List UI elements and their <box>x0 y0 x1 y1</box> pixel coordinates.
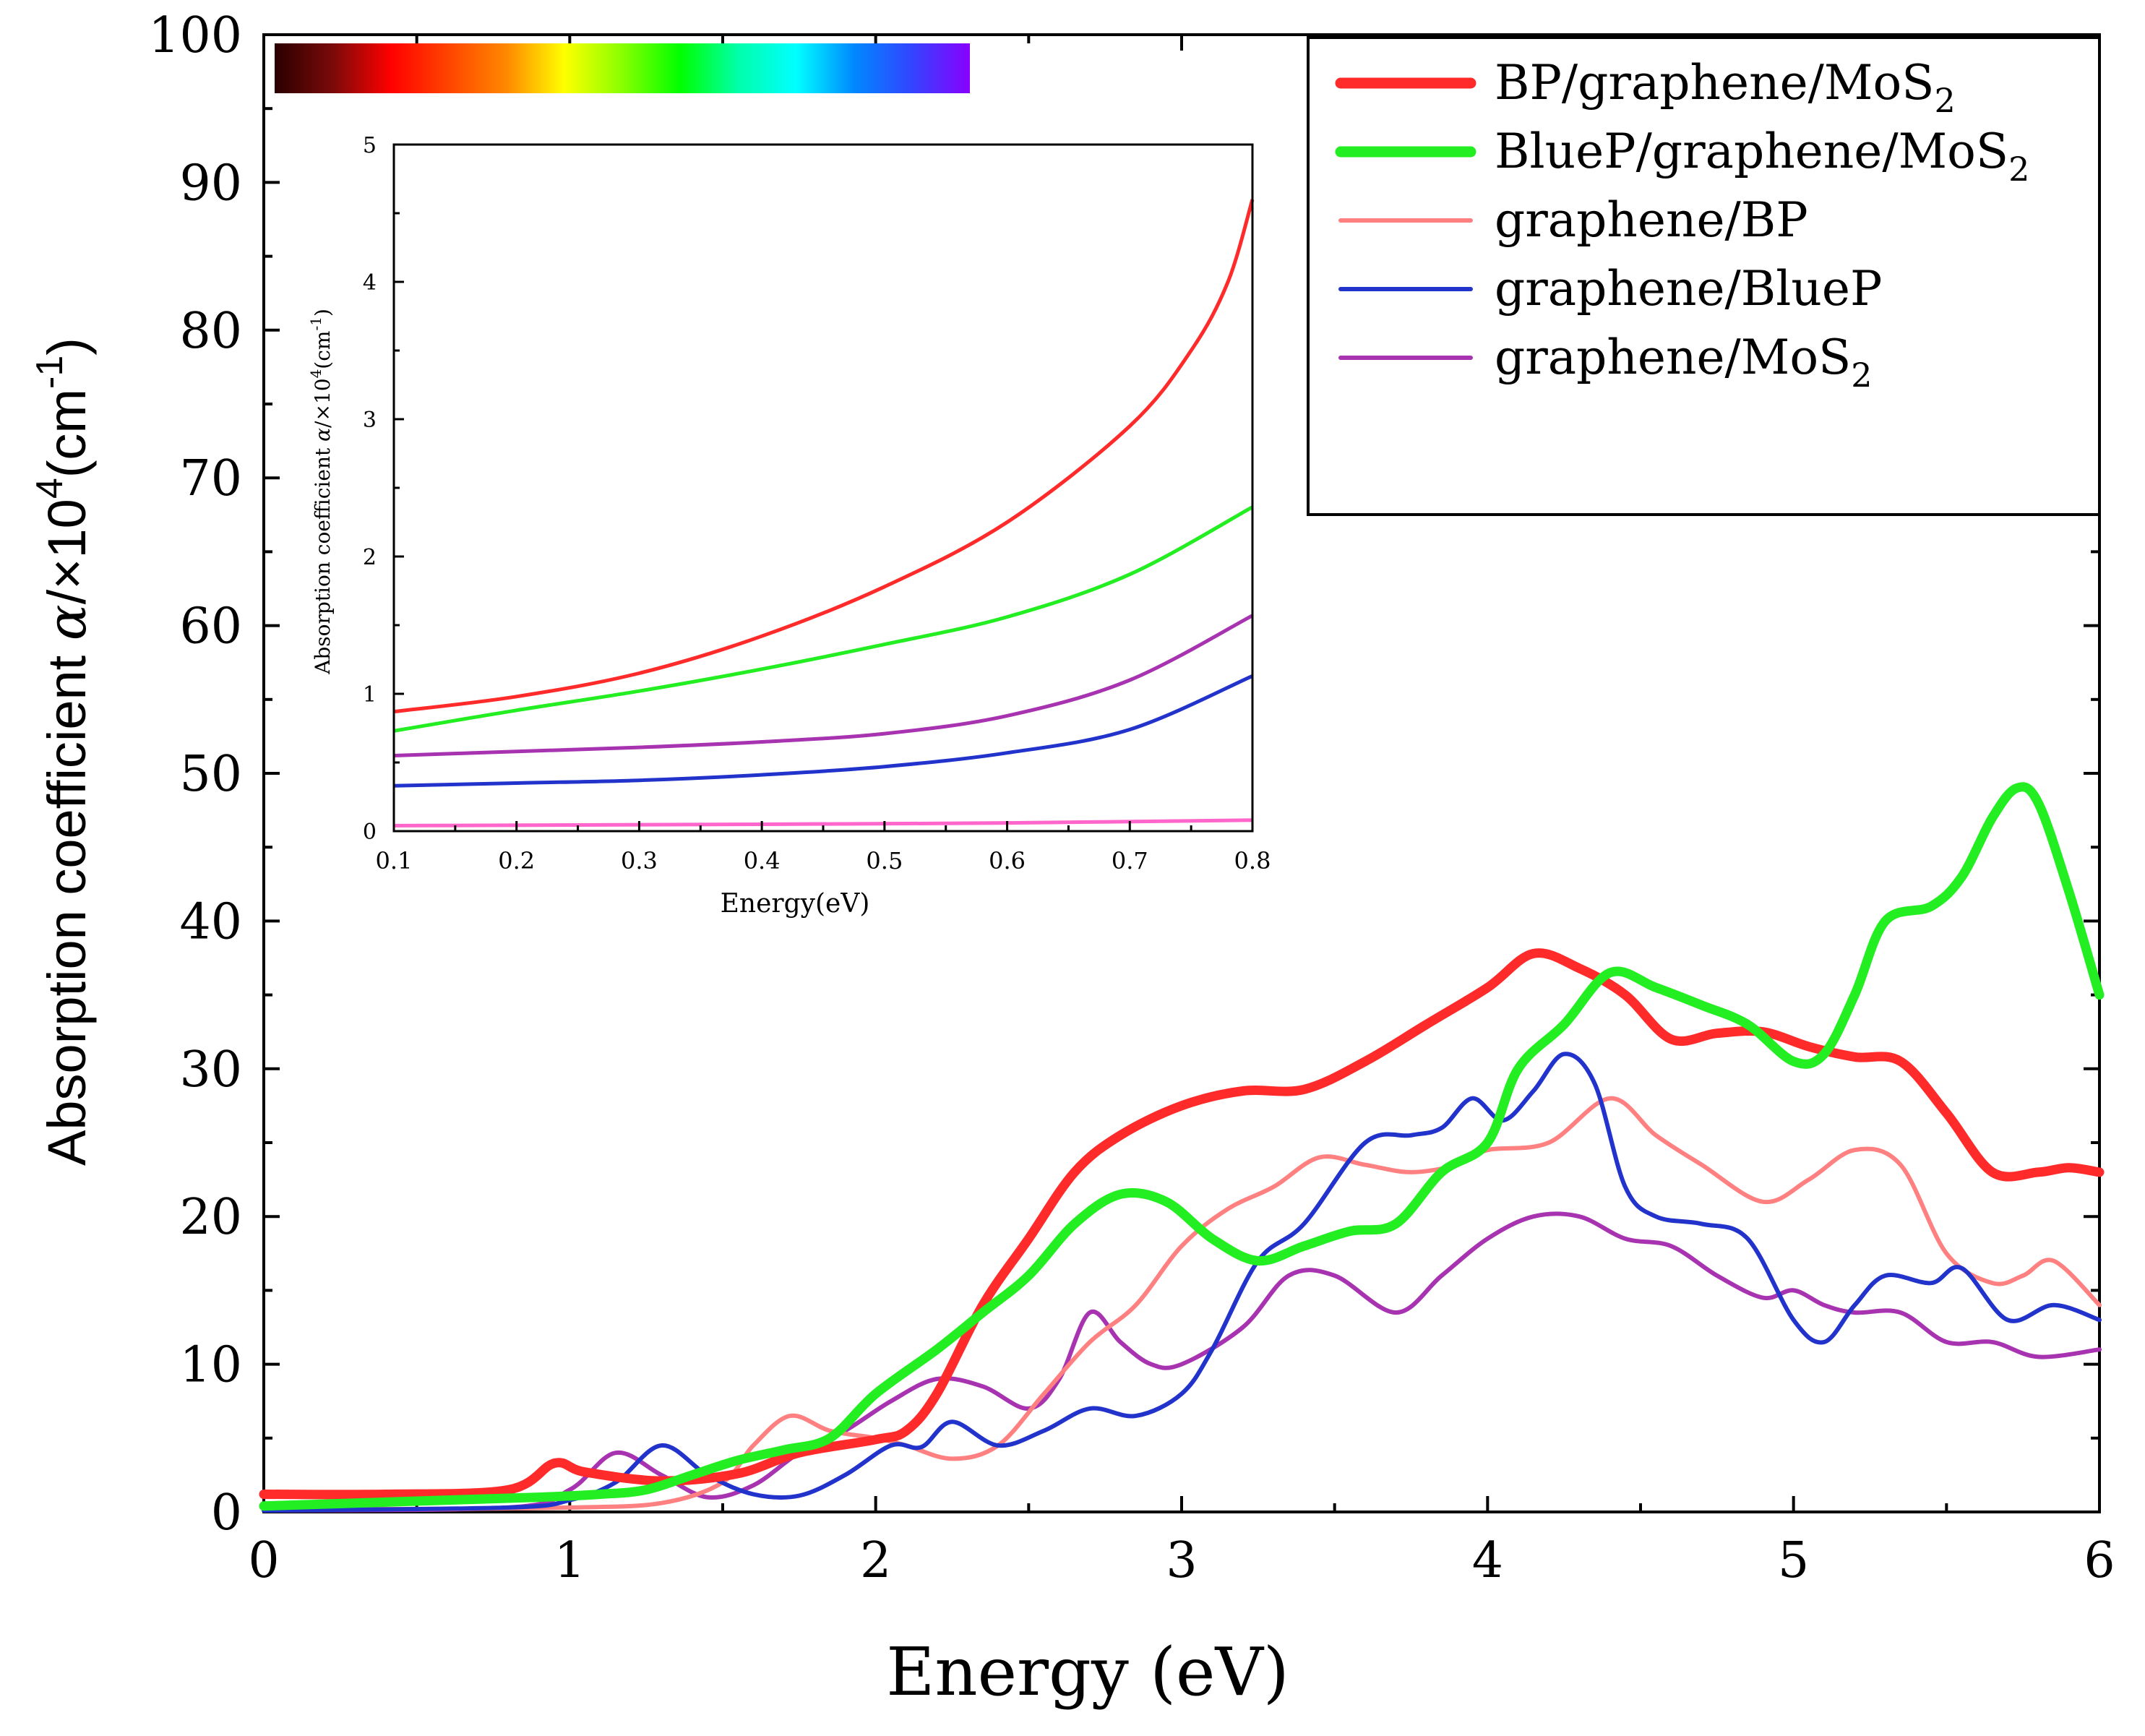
inset-series-group <box>393 199 1255 828</box>
x-tick-label: 3 <box>1166 1532 1197 1589</box>
inset-y-axis-title: Absorption coefficient α/×104(cm-1) <box>307 309 335 675</box>
spectrum-color-bar <box>275 43 970 93</box>
x-tick-label: 6 <box>2084 1532 2115 1589</box>
x-tick-label: 2 <box>860 1532 891 1589</box>
inset-line-g_bluep <box>393 674 1253 788</box>
series-line-g_bp <box>262 1096 2102 1512</box>
y-tick-label: 0 <box>211 1484 242 1542</box>
inset-x-tick-label: 0.4 <box>744 847 781 875</box>
inset-x-tick-label: 0.2 <box>498 847 535 875</box>
y-tick-label: 80 <box>179 303 242 360</box>
main-series-group <box>259 782 2105 1513</box>
y-tick-label: 70 <box>179 450 242 507</box>
inset-y-tick-label: 1 <box>363 682 377 708</box>
inset-x-tick-label: 0.6 <box>989 847 1026 875</box>
inset-x-tick-label: 0.5 <box>866 847 903 875</box>
y-tick-label: 90 <box>179 155 242 212</box>
inset-chart: 0.1 0.2 0.3 0.4 0.5 0.6 0.7 0.8 0 1 2 3 4 5 <box>363 133 1271 875</box>
y-tick-label: 40 <box>179 893 242 950</box>
series-line-g_mos2 <box>262 1211 2102 1513</box>
legend-label-g_mos2: graphene/MoS2 <box>1495 330 1873 395</box>
inset-y-tick-label: 2 <box>363 545 377 570</box>
x-tick-label: 4 <box>1472 1532 1503 1589</box>
inset-x-tick-label: 0.3 <box>621 847 658 875</box>
x-tick-label: 5 <box>1778 1532 1809 1589</box>
x-tick-label: 1 <box>554 1532 585 1589</box>
inset-y-tick-label: 4 <box>363 270 377 296</box>
y-tick-label: 50 <box>179 746 242 803</box>
legend-label-g_bluep: graphene/BlueP <box>1495 261 1882 317</box>
inset-y-tick-label: 5 <box>363 133 377 158</box>
inset-plot-frame: 0.1 0.2 0.3 0.4 0.5 0.6 0.7 0.8 0 1 2 3 4 5 <box>363 133 1271 875</box>
inset-x-tick-label: 0.1 <box>376 847 413 875</box>
y-axis-title: Absorption coefficient α/×104(cm-1) <box>29 338 98 1166</box>
x-axis-title: Energy (eV) <box>886 1633 1289 1711</box>
series-line-bluep_gmos2 <box>259 782 2105 1511</box>
y-tick-label: 10 <box>179 1337 242 1394</box>
y-tick-label: 100 <box>148 7 242 64</box>
inset-y-tick-label: 3 <box>363 408 377 433</box>
legend-label-bluep_gmos2: BlueP/graphene/MoS2 <box>1495 124 2029 189</box>
inset-line-inset_g_bp <box>393 818 1253 828</box>
series-line-g_bluep <box>262 1052 2102 1513</box>
inset-line-bluep_gmos2 <box>393 505 1254 733</box>
legend: BP/graphene/MoS2BlueP/graphene/MoS2graph… <box>1307 36 2101 516</box>
inset-x-tick-label: 0.8 <box>1234 847 1271 875</box>
y-tick-label: 60 <box>179 598 242 656</box>
x-tick-label: 0 <box>248 1532 279 1589</box>
inset-y-tick-label: 0 <box>363 820 377 845</box>
legend-label-bp_gmos2: BP/graphene/MoS2 <box>1495 55 1956 120</box>
inset-line-g_mos2 <box>393 614 1254 757</box>
legend-label-g_bp: graphene/BP <box>1495 192 1808 248</box>
inset-x-axis-title: Energy(eV) <box>721 889 870 919</box>
series-line-bp_gmos2 <box>259 948 2105 1500</box>
inset-line-bp_gmos2 <box>393 199 1255 714</box>
legend-box <box>1307 36 2101 516</box>
inset-background <box>394 145 1250 831</box>
y-tick-label: 20 <box>179 1189 242 1246</box>
inset-x-tick-label: 0.7 <box>1112 847 1148 875</box>
y-tick-label: 30 <box>179 1041 242 1099</box>
